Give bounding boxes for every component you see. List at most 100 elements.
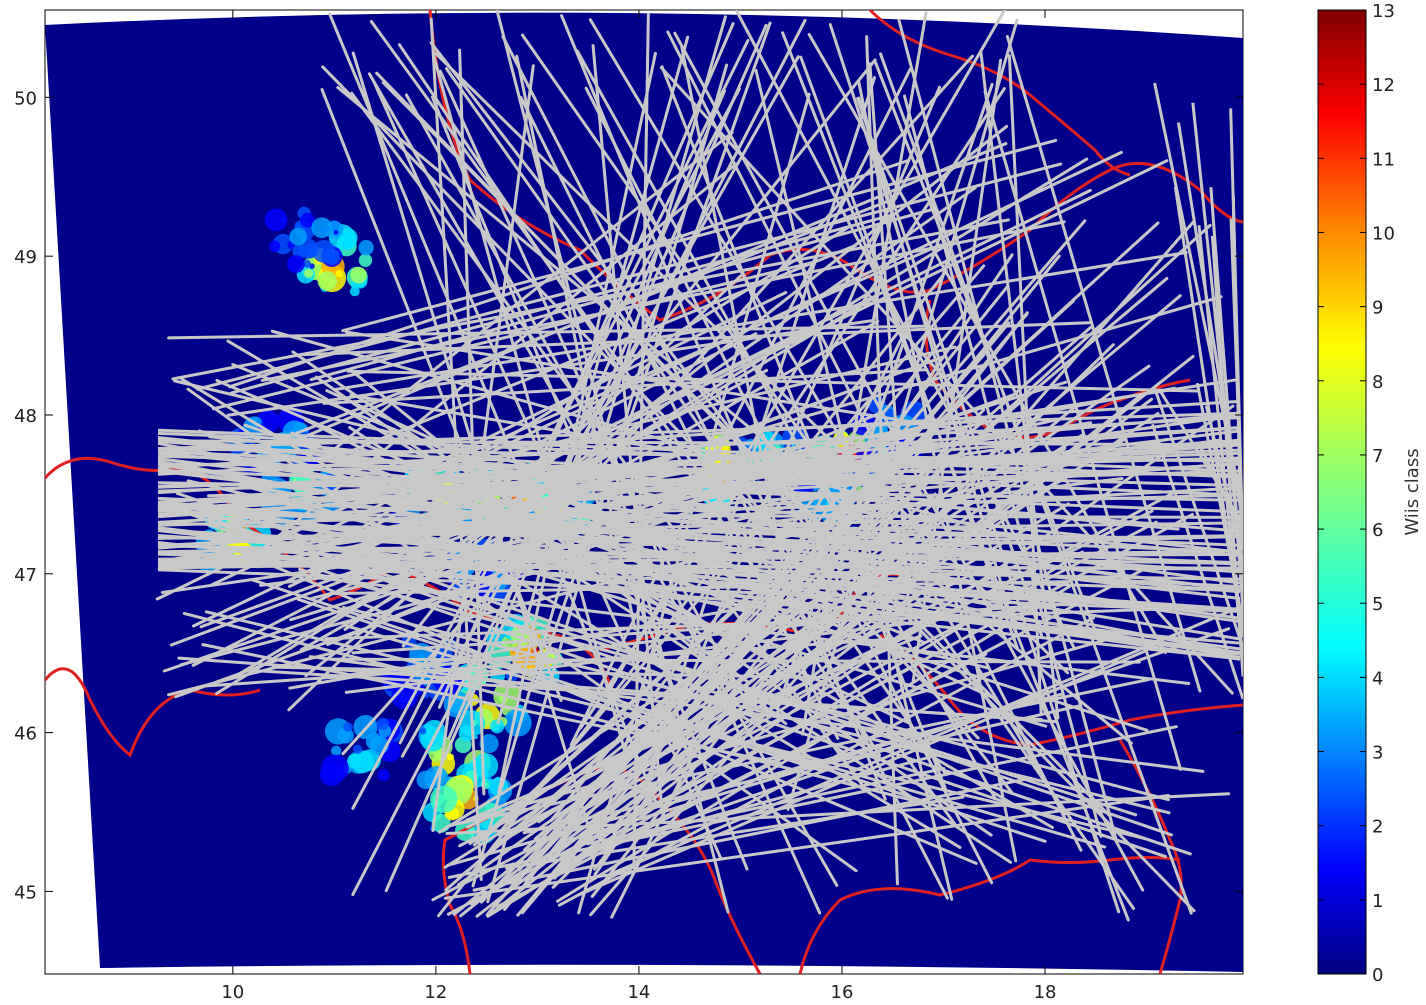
x-tick-label: 14 — [627, 982, 650, 1003]
flight-track — [445, 792, 1231, 836]
flight-track — [807, 32, 1167, 655]
map-panel: 10 12 14 16 18 45 46 47 48 49 50 — [14, 9, 1244, 1003]
flight-track — [321, 65, 980, 740]
flight-track — [579, 87, 1006, 730]
flight-track — [404, 93, 764, 732]
flight-track — [255, 669, 1043, 721]
flight-track — [1229, 218, 1243, 543]
flight-track — [157, 552, 1241, 561]
flight-track — [320, 88, 563, 702]
flight-track — [569, 67, 912, 747]
border-line — [798, 856, 1181, 974]
flight-track — [228, 159, 909, 389]
precip-pixel — [376, 717, 390, 731]
precip-pixel — [446, 753, 455, 761]
precip-pixel — [317, 271, 338, 291]
precip-pixel — [343, 722, 353, 733]
precip-pixel — [331, 745, 342, 757]
flight-track — [157, 451, 1241, 558]
flight-track — [588, 18, 1067, 816]
precip-pixel — [466, 782, 473, 789]
flight-track — [1159, 390, 1243, 525]
precip-pixel — [349, 286, 360, 297]
flight-track — [447, 89, 727, 740]
precip-pixel — [292, 243, 307, 259]
precip-pixel — [286, 255, 305, 274]
precip-pixel — [299, 212, 315, 228]
flight-track — [157, 486, 1241, 548]
flight-track — [171, 218, 1010, 381]
colorbar-tick-label: 2 — [1372, 817, 1383, 838]
colorbar-tick-label: 3 — [1372, 743, 1383, 764]
colorbar-tick-label: 8 — [1372, 372, 1383, 393]
y-tick-label: 48 — [14, 406, 37, 427]
precip-pixel — [339, 232, 357, 251]
precip-pixel — [268, 240, 281, 253]
y-axis: 45 46 47 48 49 50 — [14, 88, 1243, 903]
precip-pixel — [377, 768, 390, 781]
colorbar-tick-label: 10 — [1372, 223, 1395, 244]
flight-track — [458, 48, 486, 796]
precip-pixel — [333, 229, 339, 235]
colorbar-tick-label: 1 — [1372, 891, 1383, 912]
colorbar-tick-label: 5 — [1372, 594, 1383, 615]
precip-pixel — [264, 208, 288, 232]
flight-track — [567, 730, 927, 842]
border-line — [868, 10, 1131, 177]
flight-track — [1151, 423, 1243, 700]
x-tick-label: 10 — [221, 982, 244, 1003]
flight-track — [157, 435, 1241, 554]
flight-track — [198, 533, 978, 865]
flight-track — [322, 368, 929, 405]
flight-track — [260, 220, 1066, 382]
precip-pixel — [350, 266, 367, 284]
flight-track — [157, 552, 1241, 593]
flight-track — [384, 23, 768, 893]
precip-pixel — [474, 735, 478, 740]
y-tick-label: 47 — [14, 565, 37, 586]
precip-pixel — [358, 253, 373, 268]
colorbar-tick-label: 9 — [1372, 298, 1383, 319]
precip-pixel — [419, 653, 425, 659]
flight-track — [157, 411, 1241, 451]
colorbar-tick-label: 0 — [1372, 965, 1383, 986]
precip-pixel — [490, 719, 505, 734]
precip-pixel — [311, 217, 333, 239]
flight-track — [157, 428, 1241, 473]
flight-track — [157, 462, 1241, 477]
precip-pixel — [293, 478, 297, 482]
flight-track — [432, 53, 630, 764]
flight-track — [157, 443, 1241, 519]
colorbar-tick-label: 13 — [1372, 1, 1395, 22]
flight-track — [167, 324, 931, 340]
flight-track — [496, 35, 690, 725]
colorbar-tick-label: 12 — [1372, 75, 1395, 96]
flight-track — [318, 576, 1191, 685]
flight-track — [331, 657, 1141, 664]
aircraft-tracks — [155, 10, 1243, 922]
flight-track — [302, 321, 1093, 357]
border-line — [45, 667, 261, 758]
precip-pixel — [347, 753, 363, 769]
flight-track — [296, 597, 823, 773]
flight-track — [1153, 82, 1243, 510]
flight-track — [856, 97, 1044, 640]
colorbar-tick-label: 4 — [1372, 668, 1383, 689]
precip-pixel — [419, 727, 427, 735]
flight-track — [157, 564, 1241, 570]
y-tick-label: 50 — [14, 88, 37, 109]
precip-pixel — [305, 247, 316, 258]
flight-track — [157, 501, 1241, 651]
precip-pixel — [335, 269, 343, 278]
flight-track — [519, 95, 840, 740]
flight-track — [556, 584, 1072, 903]
x-axis: 10 12 14 16 18 — [221, 10, 1056, 1003]
flight-track — [346, 369, 1199, 393]
colorbar-gradient — [1317, 9, 1367, 975]
flight-track — [351, 18, 807, 897]
flight-track — [204, 610, 1147, 841]
flight-track — [1209, 187, 1243, 610]
flight-track — [452, 405, 1076, 916]
